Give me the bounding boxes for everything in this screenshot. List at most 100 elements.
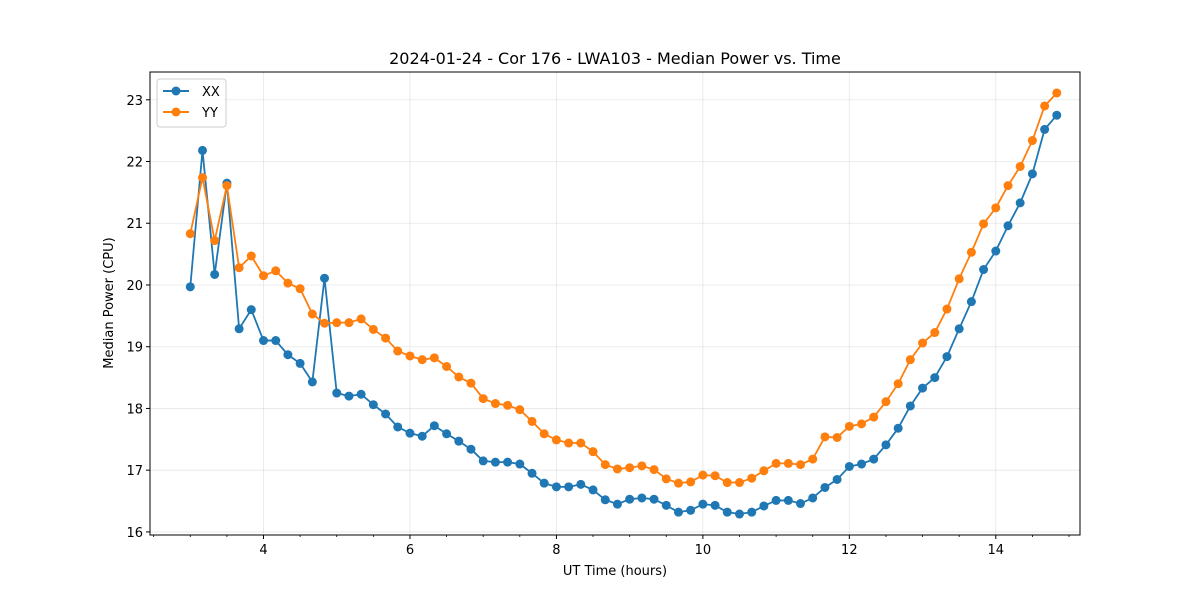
data-point-xx [1003, 221, 1013, 231]
data-point-yy [649, 465, 659, 475]
data-point-xx [979, 265, 989, 275]
data-point-xx [405, 428, 415, 438]
data-point-xx [381, 409, 391, 419]
data-point-yy [539, 429, 549, 439]
data-point-xx [857, 459, 867, 469]
data-point-xx [478, 456, 488, 466]
data-point-xx [588, 485, 598, 495]
y-tick-label: 17 [126, 464, 143, 479]
data-point-xx [185, 282, 195, 292]
legend-marker-xx [171, 86, 181, 96]
data-point-xx [808, 493, 818, 503]
data-point-yy [393, 346, 403, 356]
data-point-xx [600, 495, 610, 505]
data-point-xx [832, 474, 842, 484]
plot-frame [149, 71, 1081, 536]
data-point-yy [844, 421, 854, 431]
data-point-xx [295, 358, 305, 368]
data-point-xx [283, 350, 293, 360]
data-point-xx [905, 401, 915, 411]
data-point-xx [686, 505, 696, 515]
data-point-xx [991, 246, 1001, 256]
data-point-yy [271, 266, 281, 276]
data-point-yy [771, 458, 781, 468]
data-point-xx [698, 499, 708, 509]
data-point-xx [844, 461, 854, 471]
data-point-yy [893, 379, 903, 389]
data-point-yy [576, 438, 586, 448]
y-tick-label: 22 [126, 156, 143, 171]
data-point-yy [210, 236, 220, 246]
data-point-yy [185, 229, 195, 239]
data-point-xx [490, 457, 500, 467]
data-point-yy [527, 416, 537, 426]
y-tick-label: 20 [126, 279, 143, 294]
data-point-yy [1040, 101, 1050, 111]
data-point-xx [466, 444, 476, 454]
data-point-yy [564, 438, 574, 448]
data-point-xx [759, 501, 769, 511]
data-point-yy [930, 328, 940, 338]
data-point-yy [991, 203, 1001, 213]
data-point-yy [295, 284, 305, 294]
data-point-yy [198, 173, 208, 183]
data-point-xx [198, 145, 208, 155]
data-point-yy [478, 394, 488, 404]
axis-ticks: 4 6 8 10 12 14 16 17 18 19 20 21 22 23 [126, 94, 1070, 558]
data-point-yy [832, 432, 842, 442]
data-point-yy [881, 397, 891, 407]
data-point-yy [405, 351, 415, 361]
data-point-xx [454, 436, 464, 446]
data-point-yy [820, 432, 830, 442]
data-point-xx [1015, 198, 1025, 208]
data-point-yy [966, 247, 976, 257]
data-point-yy [625, 463, 635, 473]
data-point-yy [442, 361, 452, 371]
legend-marker-yy [171, 107, 181, 117]
data-point-yy [686, 477, 696, 487]
data-point-yy [783, 458, 793, 468]
data-point-xx [368, 400, 378, 410]
x-tick-label: 10 [695, 543, 712, 558]
data-point-yy [759, 466, 769, 476]
data-point-xx [881, 440, 891, 450]
data-point-yy [503, 400, 513, 410]
data-point-xx [722, 507, 732, 517]
data-point-xx [710, 500, 720, 510]
data-point-yy [551, 435, 561, 445]
data-point-xx [210, 269, 220, 279]
data-point-yy [942, 304, 952, 314]
y-axis-label: Median Power (CPU) [102, 237, 117, 368]
data-point-xx [942, 352, 952, 362]
x-tick-label: 4 [259, 543, 267, 558]
x-tick-label: 14 [988, 543, 1005, 558]
data-point-yy [356, 314, 366, 324]
data-point-yy [222, 181, 232, 191]
legend-label-yy: YY [201, 106, 218, 121]
data-point-yy [734, 478, 744, 488]
data-point-yy [954, 274, 964, 284]
data-point-xx [783, 495, 793, 505]
data-point-yy [1052, 88, 1062, 98]
data-point-xx [893, 423, 903, 433]
data-point-xx [551, 482, 561, 492]
data-point-yy [368, 324, 378, 334]
data-point-yy [722, 478, 732, 488]
data-point-yy [1003, 181, 1013, 191]
data-point-xx [649, 494, 659, 504]
y-tick-label: 18 [126, 402, 143, 417]
data-point-yy [320, 318, 330, 328]
data-point-yy [246, 251, 256, 261]
x-axis-label: UT Time (hours) [563, 564, 667, 579]
data-point-yy [1027, 136, 1037, 146]
data-point-xx [869, 454, 879, 464]
data-point-xx [320, 273, 330, 283]
data-point-yy [612, 464, 622, 474]
chart-title: 2024-01-24 - Cor 176 - LWA103 - Median P… [389, 49, 841, 68]
data-point-yy [381, 333, 391, 343]
y-tick-label: 16 [126, 526, 143, 541]
legend: XX YY [156, 78, 227, 128]
data-point-xx [771, 495, 781, 505]
data-point-xx [1052, 110, 1062, 120]
